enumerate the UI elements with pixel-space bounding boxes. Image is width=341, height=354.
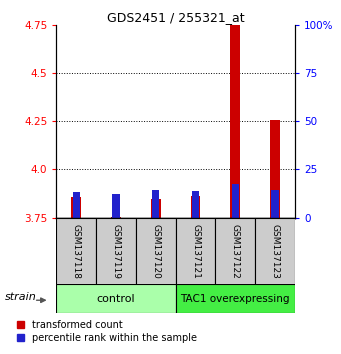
FancyBboxPatch shape [96, 218, 136, 285]
Bar [191, 195, 201, 218]
Bar [192, 191, 199, 218]
FancyBboxPatch shape [136, 218, 176, 285]
Text: GSM137123: GSM137123 [270, 224, 280, 279]
Legend: transformed count, percentile rank within the sample: transformed count, percentile rank withi… [15, 318, 198, 345]
Text: strain: strain [4, 292, 36, 302]
Title: GDS2451 / 255321_at: GDS2451 / 255321_at [107, 11, 244, 24]
Bar [151, 199, 161, 218]
Text: GSM137120: GSM137120 [151, 224, 160, 279]
FancyBboxPatch shape [56, 218, 96, 285]
FancyBboxPatch shape [216, 218, 255, 285]
Bar [71, 198, 81, 218]
Text: GSM137118: GSM137118 [72, 224, 81, 279]
Bar [113, 194, 119, 218]
FancyBboxPatch shape [176, 218, 216, 285]
FancyBboxPatch shape [176, 284, 295, 313]
Text: TAC1 overexpressing: TAC1 overexpressing [180, 294, 290, 304]
Bar [230, 25, 240, 218]
FancyBboxPatch shape [56, 284, 176, 313]
Bar [270, 120, 280, 218]
FancyBboxPatch shape [255, 218, 295, 285]
Bar [232, 184, 239, 218]
Text: GSM137121: GSM137121 [191, 224, 200, 279]
Text: control: control [97, 294, 135, 304]
Bar [271, 190, 279, 218]
Bar [73, 192, 80, 218]
Text: GSM137119: GSM137119 [112, 224, 120, 279]
Bar [152, 190, 159, 218]
Text: GSM137122: GSM137122 [231, 224, 240, 279]
Bar [111, 217, 121, 218]
